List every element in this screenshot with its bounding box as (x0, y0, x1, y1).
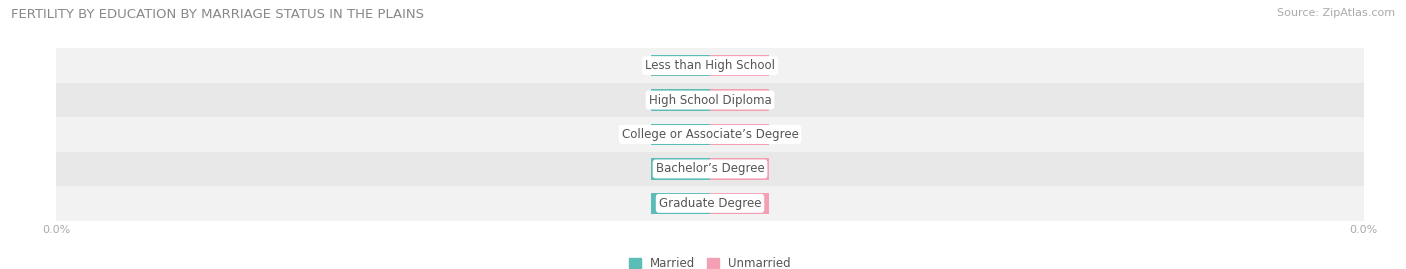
Bar (56, 48, 1364, 83)
Bar (651, 158, 710, 180)
Text: Bachelor’s Degree: Bachelor’s Degree (655, 162, 765, 175)
Bar (710, 124, 769, 145)
Text: 0.0%: 0.0% (725, 61, 754, 71)
Text: 0.0%: 0.0% (725, 129, 754, 140)
Bar (651, 89, 710, 111)
Text: 0.0%: 0.0% (666, 95, 695, 105)
Bar (710, 89, 769, 111)
Text: 0.0%: 0.0% (725, 198, 754, 208)
Text: Source: ZipAtlas.com: Source: ZipAtlas.com (1277, 8, 1395, 18)
Bar (710, 55, 769, 76)
Bar (56, 152, 1364, 186)
Text: 0.0%: 0.0% (725, 164, 754, 174)
Text: FERTILITY BY EDUCATION BY MARRIAGE STATUS IN THE PLAINS: FERTILITY BY EDUCATION BY MARRIAGE STATU… (11, 8, 425, 21)
Bar (651, 55, 710, 76)
Text: College or Associate’s Degree: College or Associate’s Degree (621, 128, 799, 141)
Bar (651, 193, 710, 214)
Bar (56, 186, 1364, 221)
Bar (710, 193, 769, 214)
Text: 0.0%: 0.0% (666, 61, 695, 71)
Text: 0.0%: 0.0% (666, 129, 695, 140)
Text: 0.0%: 0.0% (725, 95, 754, 105)
Bar (710, 158, 769, 180)
Bar (56, 117, 1364, 152)
Bar (56, 83, 1364, 117)
Text: Less than High School: Less than High School (645, 59, 775, 72)
Text: 0.0%: 0.0% (666, 198, 695, 208)
Text: 0.0%: 0.0% (666, 164, 695, 174)
Bar (651, 124, 710, 145)
Text: High School Diploma: High School Diploma (648, 94, 772, 107)
Text: Graduate Degree: Graduate Degree (659, 197, 761, 210)
Legend: Married, Unmarried: Married, Unmarried (628, 257, 792, 269)
